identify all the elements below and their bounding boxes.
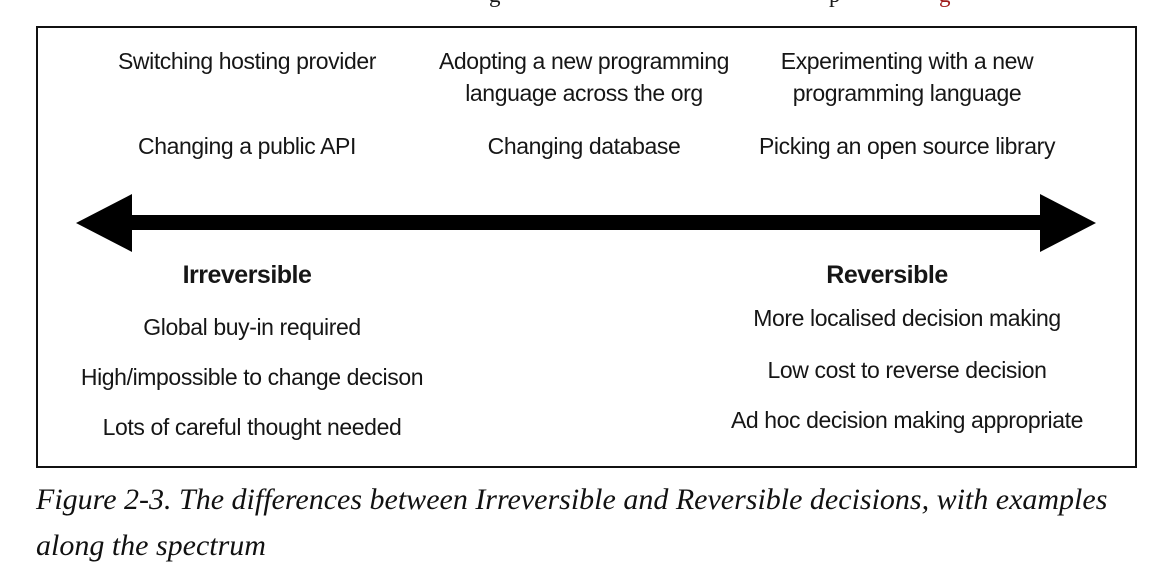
example-switching-hosting-provider: Switching hosting provider	[117, 48, 377, 74]
example-experimenting-new-language: Experimenting with a new programming lan…	[780, 48, 1034, 106]
cropped-text-fragment: g	[489, 0, 501, 6]
irreversible-label: Irreversible	[182, 261, 312, 289]
reversible-trait: Ad hoc decision making appropriate	[730, 407, 1084, 433]
cropped-text-fragment: p	[829, 0, 841, 6]
reversible-label: Reversible	[826, 261, 948, 289]
irreversible-trait: High/impossible to change decison	[80, 364, 424, 390]
example-changing-public-api: Changing a public API	[138, 133, 356, 159]
cropped-paragraph-line: g p g	[0, 0, 1160, 10]
spectrum-arrow-shaft	[128, 215, 1044, 230]
decision-spectrum-diagram: Switching hosting provider Adopting a ne…	[36, 26, 1137, 468]
example-adopting-new-language-org: Adopting a new programming language acro…	[438, 48, 730, 106]
arrow-left-head-icon	[76, 194, 132, 252]
irreversible-trait: Global buy-in required	[143, 314, 361, 340]
irreversible-trait: Lots of careful thought needed	[102, 414, 402, 440]
example-picking-open-source-library: Picking an open source library	[758, 133, 1056, 159]
arrow-right-head-icon	[1040, 194, 1096, 252]
reversible-trait: More localised decision making	[753, 305, 1061, 331]
figure-caption: Figure 2-3. The differences between Irre…	[36, 483, 1108, 562]
example-changing-database: Changing database	[487, 133, 681, 159]
reversible-trait: Low cost to reverse decision	[767, 357, 1047, 383]
cropped-link-text-fragment: g	[939, 0, 951, 6]
